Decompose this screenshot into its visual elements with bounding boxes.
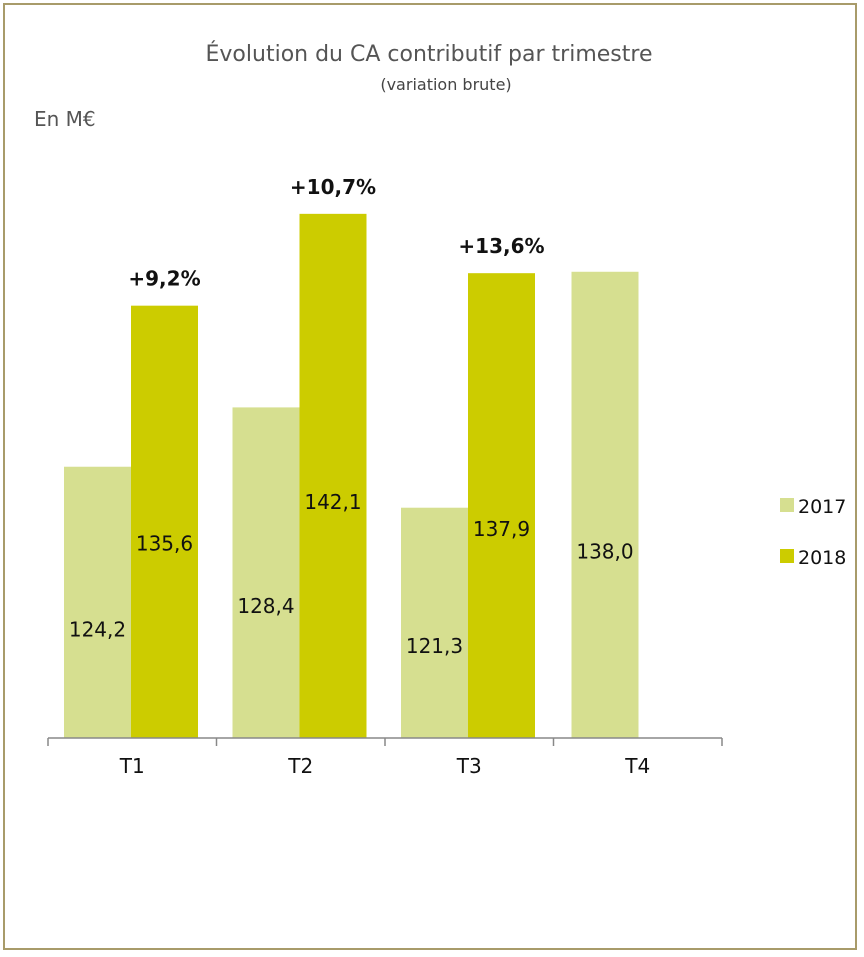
data-label-2017-T2: 128,4: [237, 594, 294, 618]
bar-2017-T1: [64, 466, 131, 738]
chart-title: Évolution du CA contributif par trimestr…: [206, 41, 653, 67]
legend: 2017 2018: [780, 496, 846, 569]
x-tick-label: T3: [456, 754, 482, 778]
data-label-2017-T3: 121,3: [406, 634, 463, 658]
growth-annotation-T3: +13,6%: [458, 234, 544, 258]
growth-annotation-T2: +10,7%: [290, 175, 376, 199]
bar-2017-T3: [401, 507, 468, 738]
x-tick-label: T4: [624, 754, 650, 778]
bar-2017-T2: [232, 407, 300, 738]
data-label-2017-T1: 124,2: [69, 617, 126, 641]
bar-chart: Évolution du CA contributif par trimestr…: [34, 41, 846, 778]
x-tick-label: T2: [287, 754, 313, 778]
legend-label-2018: 2018: [798, 547, 846, 569]
bar-2018-T3: [468, 273, 535, 738]
data-label-2018-T3: 137,9: [473, 517, 530, 541]
bar-2018-T2: [299, 213, 367, 739]
data-label-2017-T4: 138,0: [576, 540, 633, 564]
chart-subtitle: (variation brute): [380, 75, 511, 94]
unit-label: En M€: [34, 107, 96, 131]
x-axis-ticks: T1 T2 T3 T4: [47, 738, 723, 778]
data-label-2018-T1: 135,6: [136, 531, 193, 555]
bar-2017-T4: [571, 271, 639, 738]
bars-layer: 124,2 135,6 128,4 142,1 121,3 137,9 138,0: [64, 213, 639, 739]
legend-swatch-2017: [780, 498, 794, 512]
bar-2018-T1: [131, 305, 198, 738]
chart-frame: Évolution du CA contributif par trimestr…: [3, 3, 857, 950]
legend-label-2017: 2017: [798, 496, 846, 518]
data-label-2018-T2: 142,1: [304, 490, 361, 514]
x-tick-label: T1: [119, 754, 145, 778]
growth-annotation-T1: +9,2%: [128, 267, 200, 291]
annotations-layer: +9,2% +10,7% +13,6%: [128, 175, 544, 291]
legend-swatch-2018: [780, 549, 794, 563]
